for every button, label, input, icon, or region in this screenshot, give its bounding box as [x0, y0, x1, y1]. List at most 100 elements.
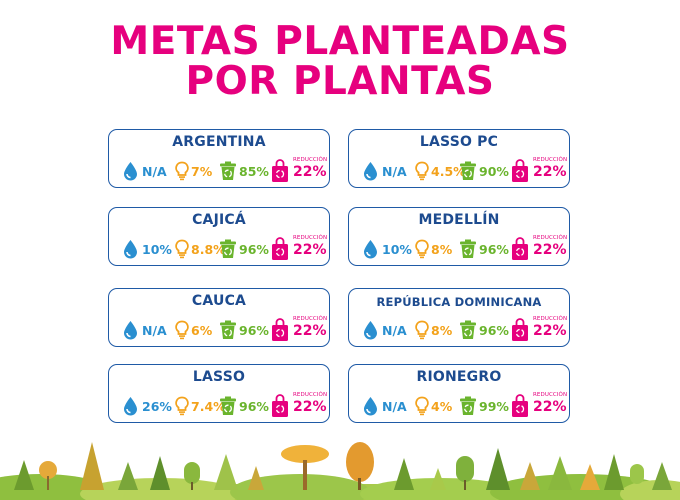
shopping-bag-recycle-icon [511, 237, 529, 261]
plant-name: LASSO PC [419, 134, 499, 150]
water-drop-icon [363, 396, 378, 416]
water-metric: N/A [363, 157, 407, 185]
shopping-bag-recycle-icon [271, 159, 289, 183]
water-drop-icon [363, 320, 378, 340]
waste-metric: 96% [219, 392, 269, 420]
plant-name: RIONEGRO [416, 369, 502, 385]
reduction-label: REDUCCIÓN [533, 235, 568, 241]
recycle-bin-icon [459, 239, 477, 259]
plant-metrics: N/A 8% 96% REDUCCIÓN 22% [349, 316, 569, 344]
energy-value: 4.5% [431, 163, 466, 179]
waste-value: 85% [239, 163, 269, 179]
light-bulb-icon [175, 239, 189, 259]
energy-value: 7.4% [191, 398, 226, 414]
shopping-bag-recycle-icon [511, 394, 529, 418]
water-drop-icon [123, 396, 138, 416]
water-metric: N/A [123, 316, 167, 344]
energy-value: 4% [431, 398, 453, 414]
water-metric: 26% [123, 392, 172, 420]
water-value: N/A [382, 163, 407, 179]
energy-metric: 4.5% [415, 157, 466, 185]
energy-metric: 8.8% [175, 235, 226, 263]
plant-card: MEDELLÍN 10% 8% 96% REDUCCIÓN 22% [348, 207, 570, 266]
light-bulb-icon [415, 320, 429, 340]
waste-metric: 99% [459, 392, 509, 420]
plant-name: MEDELLÍN [418, 212, 500, 228]
water-metric: 10% [363, 235, 412, 263]
water-metric: 10% [123, 235, 172, 263]
water-drop-icon [123, 239, 138, 259]
plant-card: LASSO 26% 7.4% 96% REDUCCIÓN 22% [108, 364, 330, 423]
reduction-value: 22% [533, 399, 567, 415]
waste-metric: 96% [459, 235, 509, 263]
energy-metric: 7% [175, 157, 212, 185]
shopping-bag-recycle-icon [271, 394, 289, 418]
light-bulb-icon [415, 239, 429, 259]
plant-card: REPÚBLICA DOMINICANA N/A 8% 96% REDUCCIÓN 22% [348, 288, 570, 347]
light-bulb-icon [175, 161, 189, 181]
water-value: N/A [382, 398, 407, 414]
energy-value: 8% [431, 322, 453, 338]
plant-name: ARGENTINA [172, 134, 266, 150]
light-bulb-icon [415, 161, 429, 181]
plant-metrics: 10% 8% 96% REDUCCIÓN 22% [349, 235, 569, 263]
energy-value: 8% [431, 241, 453, 257]
water-value: 26% [142, 398, 172, 414]
plant-name: REPÚBLICA DOMINICANA [376, 295, 542, 309]
page-title: METAS PLANTEADAS POR PLANTAS [0, 22, 680, 102]
plant-metrics: N/A 4.5% 90% REDUCCIÓN 22% [349, 157, 569, 185]
reduction-label: REDUCCIÓN [293, 316, 328, 322]
energy-value: 7% [191, 163, 213, 179]
water-value: 10% [142, 241, 172, 257]
energy-metric: 8% [415, 316, 452, 344]
waste-metric: 85% [219, 157, 269, 185]
reduction-value: 22% [293, 242, 327, 258]
plant-card: CAJICÁ 10% 8.8% 96% REDUCCIÓN 22% [108, 207, 330, 266]
water-drop-icon [363, 161, 378, 181]
waste-value: 96% [239, 398, 269, 414]
waste-value: 90% [479, 163, 509, 179]
water-value: N/A [142, 322, 167, 338]
plant-metrics: 26% 7.4% 96% REDUCCIÓN 22% [109, 392, 329, 420]
title-line-1: METAS PLANTEADAS [110, 19, 570, 64]
recycle-bin-icon [459, 161, 477, 181]
plant-card: ARGENTINA N/A 7% 85% REDUCCIÓN 22% [108, 129, 330, 188]
shopping-bag-recycle-icon [271, 318, 289, 342]
plant-card: LASSO PC N/A 4.5% 90% REDUCCIÓN 22% [348, 129, 570, 188]
light-bulb-icon [175, 320, 189, 340]
energy-metric: 4% [415, 392, 452, 420]
plant-card: CAUCA N/A 6% 96% REDUCCIÓN 22% [108, 288, 330, 347]
plant-metrics: N/A 4% 99% REDUCCIÓN 22% [349, 392, 569, 420]
waste-metric: 96% [219, 235, 269, 263]
energy-metric: 8% [415, 235, 452, 263]
energy-metric: 7.4% [175, 392, 226, 420]
reduction-value: 22% [533, 242, 567, 258]
water-drop-icon [123, 161, 138, 181]
reduction-label: REDUCCIÓN [533, 392, 568, 398]
water-value: 10% [382, 241, 412, 257]
water-metric: N/A [363, 316, 407, 344]
waste-value: 96% [479, 241, 509, 257]
energy-value: 6% [191, 322, 213, 338]
water-metric: N/A [363, 392, 407, 420]
water-metric: N/A [123, 157, 167, 185]
landscape-illustration [0, 442, 680, 500]
reduction-label: REDUCCIÓN [533, 157, 568, 163]
title-line-2: POR PLANTAS [185, 59, 495, 104]
plant-name: CAJICÁ [192, 212, 246, 228]
recycle-bin-icon [219, 396, 237, 416]
waste-metric: 96% [459, 316, 509, 344]
waste-metric: 90% [459, 157, 509, 185]
plant-metrics: 10% 8.8% 96% REDUCCIÓN 22% [109, 235, 329, 263]
plant-name: CAUCA [191, 293, 247, 309]
water-drop-icon [123, 320, 138, 340]
recycle-bin-icon [219, 239, 237, 259]
recycle-bin-icon [219, 320, 237, 340]
light-bulb-icon [175, 396, 189, 416]
light-bulb-icon [415, 396, 429, 416]
reduction-value: 22% [293, 164, 327, 180]
plant-metrics: N/A 6% 96% REDUCCIÓN 22% [109, 316, 329, 344]
recycle-bin-icon [219, 161, 237, 181]
waste-value: 96% [479, 322, 509, 338]
waste-value: 99% [479, 398, 509, 414]
